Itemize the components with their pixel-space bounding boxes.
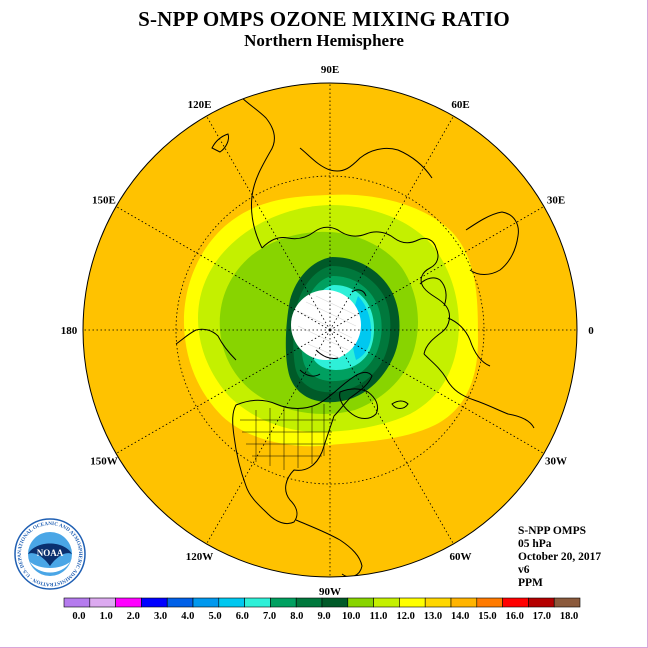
coast-eurasia-north: [261, 226, 450, 355]
logo-bird: [28, 543, 72, 566]
colorbar-tick: 0.0: [72, 611, 85, 622]
colorbar-swatch: [553, 597, 581, 608]
colorbar-tick: 1.0: [100, 611, 113, 622]
longitude-label: 90W: [319, 586, 341, 598]
meridian-line: [206, 329, 331, 545]
colorbar-tick-labels: 0.0 1.0 2.0 3.0 4.0 5.0 6.0 7.0 8.0 9.0 10.0 11.0 12…: [72, 611, 578, 622]
colorbar-swatch: [528, 597, 555, 608]
map-subtitle: Northern Hemisphere: [244, 31, 404, 50]
colorbar-swatch: [347, 597, 374, 608]
colorbar: 0.0 1.0 2.0 3.0 4.0 5.0 6.0 7.0 8.0 9.0 10.0 11.0 12…: [63, 597, 581, 622]
colorbar-tick: 7.0: [263, 611, 276, 622]
noaa-logo: NATIONAL OCEANIC AND ATMOSPHERIC ADMINIS…: [14, 518, 86, 590]
colorbar-swatch: [115, 597, 142, 608]
colorbar-swatch: [244, 597, 271, 608]
colorbar-tick: 13.0: [424, 611, 442, 622]
logo-wave: [30, 562, 70, 573]
meridian-line: [329, 329, 545, 454]
longitude-label: 180: [61, 325, 78, 337]
coast-iceland: [391, 400, 409, 409]
longitude-label: 30W: [545, 456, 567, 468]
coast-alaska: [175, 328, 237, 361]
coast-mediterranean: [447, 317, 491, 367]
colorbar-swatch: [141, 597, 168, 608]
colorbar-tick: 15.0: [478, 611, 496, 622]
colorbar-swatch: [63, 597, 91, 608]
longitude-label: 30E: [547, 195, 565, 207]
longitude-label: 120W: [186, 551, 214, 563]
colorbar-swatch: [295, 597, 323, 608]
colorbar-tick: 8.0: [290, 611, 303, 622]
colorbar-tick: 5.0: [209, 611, 222, 622]
us-states-grid: [240, 404, 336, 470]
colorbar-tick: 9.0: [317, 611, 330, 622]
colorbar-swatch: [399, 597, 426, 608]
graticule: [83, 83, 577, 577]
colorbar-swatch: [192, 597, 220, 608]
meridian-line: [115, 329, 331, 454]
meridian-line: [206, 115, 331, 331]
colorbar-swatch: [270, 597, 297, 608]
colorbar-tick: 14.0: [451, 611, 469, 622]
colorbar-swatch: [450, 597, 478, 608]
logo-text: NOAA: [37, 548, 64, 558]
longitude-label: 60E: [451, 99, 469, 111]
colorbar-tick: 6.0: [236, 611, 249, 622]
colorbar-tick: 10.0: [342, 611, 360, 622]
colorbar-swatch: [166, 597, 194, 608]
longitude-label: 0: [588, 325, 594, 337]
info-date: October 20, 2017: [518, 551, 602, 563]
colorbar-swatch: [476, 597, 503, 608]
colorbar-swatch: [218, 597, 245, 608]
colorbar-tick: 17.0: [533, 611, 551, 622]
latitude-circle: [175, 175, 485, 485]
ozone-field: [183, 194, 478, 447]
coast-scandinavia: [419, 277, 447, 307]
colorbar-swatch: [321, 597, 349, 608]
meridian-line: [115, 206, 331, 331]
meridian-line: [329, 115, 454, 331]
longitude-label: 60W: [450, 551, 472, 563]
colorbar-tick: 2.0: [127, 611, 140, 622]
longitude-labels: 90E 60E 30E 0 30W 60W 90W 120W 150W 180 150E 120E: [61, 64, 595, 598]
meridian-line: [329, 329, 454, 545]
pole-hatching: [297, 295, 359, 359]
meridian-line: [329, 206, 545, 331]
info-version: v6: [518, 564, 530, 576]
coast-japan: [211, 133, 229, 153]
colorbar-tick: 4.0: [181, 611, 194, 622]
colorbar-swatch: [89, 597, 116, 608]
colorbar-tick: 11.0: [370, 611, 388, 622]
longitude-label: 150W: [90, 456, 118, 468]
map-title: S-NPP OMPS OZONE MIXING RATIO: [138, 7, 510, 31]
colorbar-tick: 12.0: [397, 611, 415, 622]
colorbar-tick: 3.0: [154, 611, 167, 622]
longitude-label: 120E: [188, 99, 212, 111]
colorbar-swatch: [373, 597, 400, 608]
info-units: PPM: [518, 577, 543, 589]
coast-greenland: [339, 388, 379, 419]
longitude-label: 150E: [92, 195, 116, 207]
coast-europe: [423, 353, 535, 429]
colorbar-swatch: [424, 597, 452, 608]
coast-east-asia-pacific: [299, 147, 433, 179]
colorbar-swatches: [63, 597, 581, 608]
colorbar-tick: 16.0: [505, 611, 523, 622]
coast-north-america: [232, 371, 373, 525]
colorbar-swatch: [502, 597, 529, 608]
meridians: [83, 83, 577, 577]
info-instrument: S-NPP OMPS: [518, 525, 587, 537]
longitude-label: 90E: [321, 64, 339, 76]
coast-middle-east-africa: [465, 211, 519, 275]
colorbar-tick: 18.0: [560, 611, 578, 622]
info-level: 05 hPa: [518, 538, 552, 550]
